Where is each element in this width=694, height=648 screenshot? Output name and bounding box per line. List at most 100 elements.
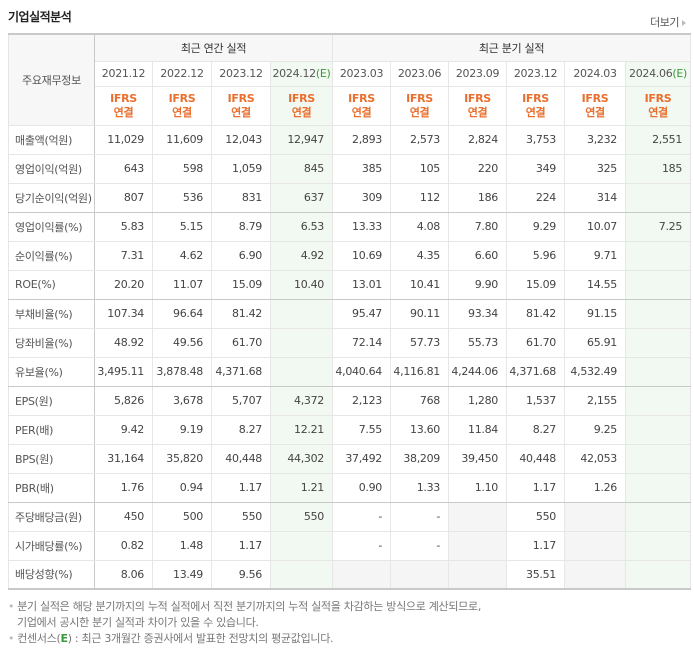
row-label: 순이익률(%) bbox=[8, 240, 95, 271]
table-cell: 13.60 bbox=[390, 414, 450, 445]
ifrs-basis-header: IFRS 연결 bbox=[211, 85, 271, 126]
table-cell: 35,820 bbox=[152, 443, 212, 474]
table-cell: 9.29 bbox=[506, 211, 566, 242]
table-cell: 831 bbox=[211, 182, 271, 213]
table-cell: 2,155 bbox=[564, 385, 627, 416]
table-cell: 385 bbox=[332, 153, 392, 184]
table-cell: 48.92 bbox=[94, 327, 153, 358]
table-cell: 1.21 bbox=[269, 472, 334, 503]
table-body: 매출액(억원) 11,029 11,609 12,043 12,947 2,893 2,57… bbox=[8, 124, 692, 590]
table-cell: 49.56 bbox=[152, 327, 212, 358]
table-cell: 643 bbox=[94, 153, 153, 184]
table-cell: 349 bbox=[506, 153, 566, 184]
table-cell: 14.55 bbox=[564, 269, 627, 300]
table-cell: 91.15 bbox=[564, 298, 627, 329]
table-cell: - bbox=[332, 530, 392, 561]
table-cell bbox=[625, 327, 692, 358]
table-cell: 31,164 bbox=[94, 443, 153, 474]
table-cell: 39,450 bbox=[448, 443, 508, 474]
table-cell: 8.06 bbox=[94, 559, 153, 590]
table-cell bbox=[625, 501, 692, 532]
table-cell: 9.56 bbox=[211, 559, 271, 590]
table-cell: 550 bbox=[506, 501, 566, 532]
table-cell: 4,371.68 bbox=[506, 356, 566, 387]
table-cell: 9.71 bbox=[564, 240, 627, 271]
table-cell: 96.64 bbox=[152, 298, 212, 329]
table-cell: 1.17 bbox=[211, 530, 271, 561]
table-row: PBR(배) 1.76 0.94 1.17 1.21 0.90 1.33 1.10 1.17 1.… bbox=[8, 472, 692, 503]
table-cell bbox=[625, 559, 692, 590]
table-cell: 10.41 bbox=[390, 269, 450, 300]
table-cell: 9.19 bbox=[152, 414, 212, 445]
table-cell: 6.60 bbox=[448, 240, 508, 271]
table-cell: 81.42 bbox=[211, 298, 271, 329]
table-cell: 42,053 bbox=[564, 443, 627, 474]
label-column-header: 주요재무정보 bbox=[8, 33, 95, 126]
table-cell: 11,609 bbox=[152, 124, 212, 155]
table-cell: 807 bbox=[94, 182, 153, 213]
table-cell bbox=[625, 414, 692, 445]
table-row: 순이익률(%) 7.31 4.62 6.90 4.92 10.69 4.35 6.60 5.96… bbox=[8, 240, 692, 271]
ifrs-basis-header: IFRS 연결 bbox=[564, 85, 627, 126]
estimate-mark: (E) bbox=[672, 67, 688, 80]
table-cell: 3,678 bbox=[152, 385, 212, 416]
table-cell: 7.55 bbox=[332, 414, 392, 445]
row-label: 매출액(억원) bbox=[8, 124, 95, 155]
table-cell bbox=[448, 559, 508, 590]
table-cell: 4,244.06 bbox=[448, 356, 508, 387]
table-cell bbox=[625, 530, 692, 561]
period-header: 2024.12(E) bbox=[269, 60, 334, 87]
table-cell: 10.07 bbox=[564, 211, 627, 242]
row-label: 주당배당금(원) bbox=[8, 501, 95, 532]
table-row: 영업이익률(%) 5.83 5.15 8.79 6.53 13.33 4.08 7.80 9.2… bbox=[8, 211, 692, 242]
table-cell bbox=[625, 443, 692, 474]
table-cell: 15.09 bbox=[211, 269, 271, 300]
ifrs-basis-header: IFRS 연결 bbox=[269, 85, 334, 126]
table-cell: 2,123 bbox=[332, 385, 392, 416]
table-cell: 5,826 bbox=[94, 385, 153, 416]
table-cell: 8.27 bbox=[506, 414, 566, 445]
table-cell: 55.73 bbox=[448, 327, 508, 358]
table-cell bbox=[269, 559, 334, 590]
table-cell bbox=[625, 472, 692, 503]
table-cell: 1.48 bbox=[152, 530, 212, 561]
table-cell: 3,232 bbox=[564, 124, 627, 155]
table-cell: 4.08 bbox=[390, 211, 450, 242]
table-cell bbox=[269, 298, 334, 329]
table-row: 배당성향(%) 8.06 13.49 9.56 35.51 bbox=[8, 559, 692, 590]
table-cell: 1.17 bbox=[506, 530, 566, 561]
ifrs-basis-header: IFRS 연결 bbox=[625, 85, 692, 126]
table-cell: 9.42 bbox=[94, 414, 153, 445]
table-cell: 61.70 bbox=[211, 327, 271, 358]
ifrs-basis-header: IFRS 연결 bbox=[390, 85, 450, 126]
table-cell: 325 bbox=[564, 153, 627, 184]
table-row: ROE(%) 20.20 11.07 15.09 10.40 13.01 10.41 9.90… bbox=[8, 269, 692, 300]
table-row: BPS(원) 31,164 35,820 40,448 44,302 37,492 38,2… bbox=[8, 443, 692, 474]
table-cell: 35.51 bbox=[506, 559, 566, 590]
table-cell: 4.62 bbox=[152, 240, 212, 271]
table-cell: 11.84 bbox=[448, 414, 508, 445]
table-cell: 0.82 bbox=[94, 530, 153, 561]
table-cell: 4,372 bbox=[269, 385, 334, 416]
footnote-1: • 분기 실적은 해당 분기까지의 누적 실적에서 직전 분기까지의 누적 실적을… bbox=[8, 600, 482, 613]
table-cell: 5.83 bbox=[94, 211, 153, 242]
table-cell: 90.11 bbox=[390, 298, 450, 329]
table-cell bbox=[625, 240, 692, 271]
table-row: 시가배당률(%) 0.82 1.48 1.17- -1.17 bbox=[8, 530, 692, 561]
table-cell: 9.25 bbox=[564, 414, 627, 445]
table-cell: 0.90 bbox=[332, 472, 392, 503]
financial-summary-table: 주요재무정보 최근 연간 실적 최근 분기 실적 2021.12 2022.12 2… bbox=[8, 33, 692, 590]
table-cell: 1.17 bbox=[506, 472, 566, 503]
table-cell bbox=[625, 356, 692, 387]
triangle-right-icon bbox=[682, 20, 686, 26]
table-row: 유보율(%) 3,495.11 3,878.48 4,371.68 4,040.64 4,… bbox=[8, 356, 692, 387]
period-header: 2022.12 bbox=[152, 60, 212, 87]
table-cell: 3,878.48 bbox=[152, 356, 212, 387]
table-cell: 1.26 bbox=[564, 472, 627, 503]
table-cell: 112 bbox=[390, 182, 450, 213]
ifrs-basis-header: IFRS 연결 bbox=[332, 85, 392, 126]
table-cell: 12,947 bbox=[269, 124, 334, 155]
table-cell: 72.14 bbox=[332, 327, 392, 358]
table-cell: 186 bbox=[448, 182, 508, 213]
more-link[interactable]: 더보기 bbox=[650, 14, 686, 30]
